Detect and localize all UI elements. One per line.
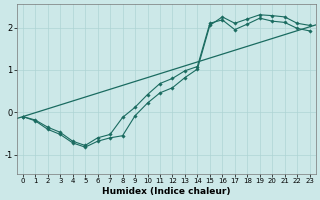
X-axis label: Humidex (Indice chaleur): Humidex (Indice chaleur) [102,187,230,196]
